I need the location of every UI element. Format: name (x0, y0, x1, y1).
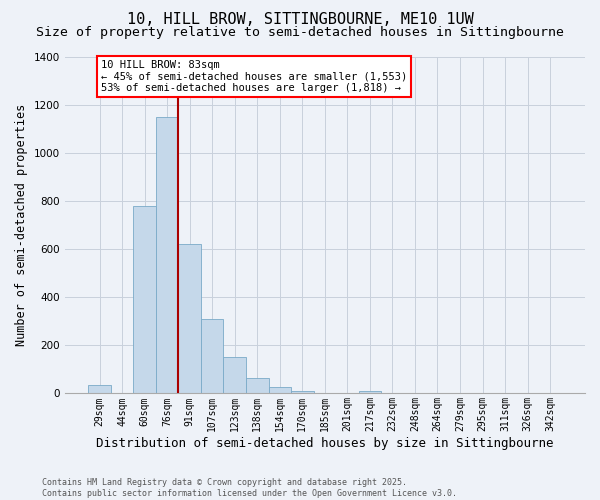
Bar (223, 358, 246, 394)
Text: 10, HILL BROW, SITTINGBOURNE, ME10 1UW: 10, HILL BROW, SITTINGBOURNE, ME10 1UW (127, 12, 473, 28)
Bar (178, 244, 201, 394)
Bar (246, 378, 269, 394)
X-axis label: Distribution of semi-detached houses by size in Sittingbourne: Distribution of semi-detached houses by … (96, 437, 554, 450)
Text: Size of property relative to semi-detached houses in Sittingbourne: Size of property relative to semi-detach… (36, 26, 564, 39)
Bar (133, 206, 156, 394)
Bar (291, 391, 314, 394)
Bar (269, 388, 291, 394)
Text: 10 HILL BROW: 83sqm
← 45% of semi-detached houses are smaller (1,553)
53% of sem: 10 HILL BROW: 83sqm ← 45% of semi-detach… (101, 60, 407, 94)
Bar (156, 116, 178, 394)
Y-axis label: Number of semi-detached properties: Number of semi-detached properties (15, 104, 28, 346)
Bar (88, 385, 111, 394)
Bar (359, 391, 381, 394)
Text: Contains HM Land Registry data © Crown copyright and database right 2025.
Contai: Contains HM Land Registry data © Crown c… (42, 478, 457, 498)
Bar (201, 319, 223, 394)
